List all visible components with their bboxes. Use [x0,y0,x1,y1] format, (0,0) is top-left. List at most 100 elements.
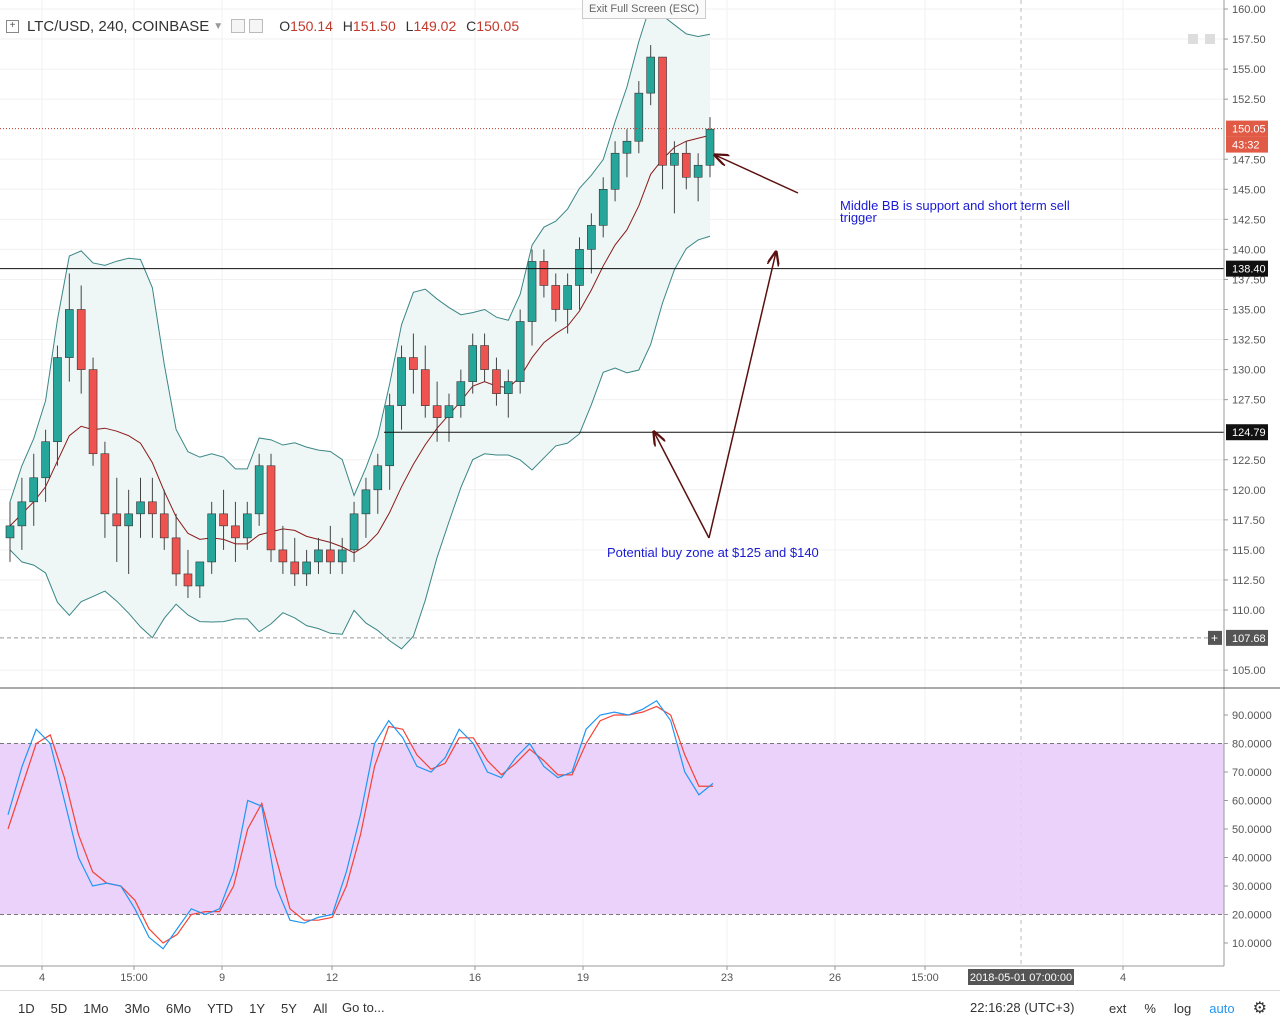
bb-lower [9,235,711,650]
arrow-middle-bb [715,155,799,194]
candle-body [456,381,466,406]
price-tick-label: 132.50 [1232,335,1266,347]
price-chart[interactable]: 160.00 157.50 155.00 152.50 147.50 145.00 142.… [0,0,1280,990]
low-value: 149.02 [413,18,457,34]
candle-body [409,357,418,370]
candle-body [266,465,276,551]
time-tick-label: 26 [829,972,841,984]
ext-toggle[interactable]: ext [1109,1000,1127,1016]
ohlc-values: O150.14 H151.50 L149.02 C150.05 [279,18,520,34]
level-high-tag: 138.40 [1232,264,1266,276]
range-5y[interactable]: 5Y [281,1000,297,1016]
range-6mo[interactable]: 6Mo [165,1000,192,1016]
candle-body [254,465,264,515]
price-tick-label: 110.00 [1232,605,1265,617]
price-tick-label: 115.00 [1232,545,1265,557]
auto-toggle[interactable]: auto [1209,1000,1235,1016]
countdown-tag: 43:32 [1232,140,1260,152]
range-3mo[interactable]: 3Mo [124,1000,150,1016]
candle-body [290,561,300,575]
candle-body [124,513,133,527]
open-value: 150.14 [290,18,333,34]
plus-icon: + [1211,631,1218,645]
candle-body [171,537,181,575]
percent-toggle[interactable]: % [1144,1000,1156,1016]
candle-body [231,525,240,539]
level-bottom-tag: 107.68 [1232,633,1266,645]
chevron-down-icon[interactable]: ▼ [213,20,224,32]
price-tick-label: 120.00 [1232,485,1266,497]
goto-button[interactable]: Go to... [342,1000,385,1015]
time-tick-label: 23 [721,972,733,984]
price-tick-label: 130.00 [1232,365,1266,377]
price-tick-label: 160.00 [1232,4,1266,16]
exit-fullscreen-button[interactable]: Exit Full Screen (ESC) [582,0,706,19]
time-axis[interactable]: 4 15:00 9 12 16 19 23 26 15:00 4 2018-05-01 07:00:… [39,966,1126,985]
range-all[interactable]: All [312,1000,328,1016]
settings-icon[interactable] [231,19,246,33]
oscillator-band [0,743,1224,915]
clock-label[interactable]: 22:16:28 (UTC+3) [970,1000,1075,1015]
price-tick-label: 105.00 [1232,665,1266,677]
time-tick-label: 4 [1120,972,1126,984]
osc-tick-label: 30.0000 [1232,881,1272,893]
range-1mo[interactable]: 1Mo [83,1000,109,1016]
price-tick-label: 135.00 [1232,305,1266,317]
gear-icon[interactable] [249,19,264,33]
price-tick-label: 112.50 [1232,575,1265,587]
annotation-middle-bb-line1: Middle BB is support and short term sell [840,198,1070,213]
candle-body [373,465,383,491]
candle-body [314,549,323,563]
candle-body [326,549,335,563]
price-tick-label: 142.50 [1232,214,1266,226]
candle-body [539,261,549,286]
osc-tick-label: 50.0000 [1232,824,1272,836]
candle-body [361,489,371,515]
range-1d[interactable]: 1D [18,1000,35,1016]
price-tick-label: 127.50 [1232,395,1266,407]
osc-tick-label: 70.0000 [1232,767,1272,779]
range-5d[interactable]: 5D [50,1000,68,1016]
osc-tick-label: 10.0000 [1232,938,1272,950]
candle-body [420,369,430,406]
price-tick-label: 157.50 [1232,34,1266,46]
osc-tick-label: 20.0000 [1232,910,1272,922]
candle-body [100,453,110,515]
osc-tick-label: 90.0000 [1232,710,1272,722]
symbol-label[interactable]: LTC/USD, 240, COINBASE [27,17,210,35]
countdown-tag-bg [1226,136,1268,153]
stochastic-oscillator [0,699,1224,950]
bb-fill [10,4,710,649]
collapse-icon[interactable]: + [6,19,19,33]
stoch-k-line [7,699,714,950]
range-buttons: 1D 5D 1Mo 3Mo 6Mo YTD 1Y 5Y All [10,991,335,1025]
log-toggle[interactable]: log [1173,1000,1192,1016]
candle-body [432,405,442,418]
annotation-arrows [654,155,799,539]
candle-body [159,513,169,539]
candle-body [444,405,454,418]
candle-body [5,525,15,539]
candle-body [385,405,394,467]
horizontal-levels[interactable] [0,128,1224,639]
gear-icon[interactable]: ⚙ [1252,1000,1267,1017]
price-tick-label: 152.50 [1232,94,1266,106]
candlesticks [5,45,715,598]
candle-body [551,285,561,310]
bb-middle [9,134,711,554]
candle-body [622,140,632,154]
candle-body [587,225,596,250]
candle-body [598,189,608,226]
pane-settings-icon [1205,34,1215,44]
price-tick-label: 122.50 [1232,455,1266,467]
range-ytd[interactable]: YTD [207,1000,234,1016]
scale-options: ext % log auto ⚙ [1100,991,1276,1025]
osc-tick-label: 60.0000 [1232,796,1272,808]
candle-body [681,152,691,178]
time-tick-label: 15:00 [911,972,939,984]
range-1y[interactable]: 1Y [249,1000,266,1016]
high-value: 151.50 [352,18,396,34]
candle-body [468,345,478,382]
price-axis[interactable]: 160.00 157.50 155.00 152.50 147.50 145.00 142.… [0,0,1280,967]
